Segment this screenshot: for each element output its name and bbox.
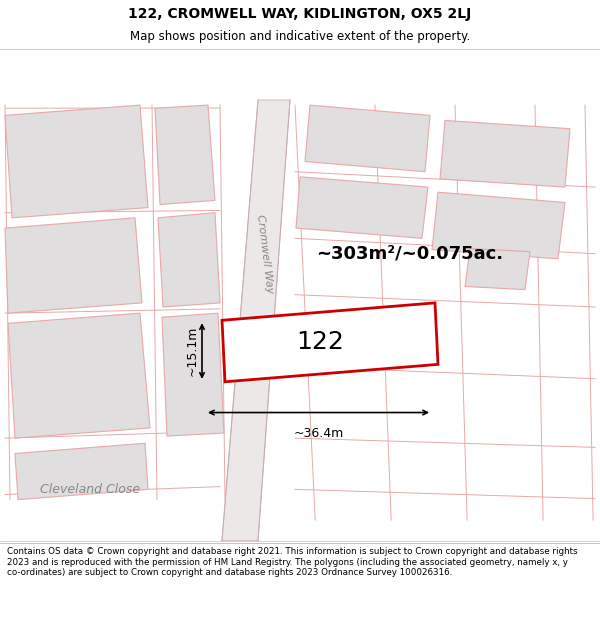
- Polygon shape: [158, 213, 220, 307]
- Polygon shape: [8, 313, 150, 438]
- Text: 122: 122: [296, 331, 344, 354]
- Polygon shape: [5, 218, 142, 313]
- Polygon shape: [296, 177, 428, 238]
- Text: ~303m²/~0.075ac.: ~303m²/~0.075ac.: [316, 245, 503, 262]
- Polygon shape: [222, 100, 290, 541]
- Polygon shape: [305, 105, 430, 172]
- Text: Map shows position and indicative extent of the property.: Map shows position and indicative extent…: [130, 30, 470, 43]
- Text: ~15.1m: ~15.1m: [186, 326, 199, 376]
- Text: Contains OS data © Crown copyright and database right 2021. This information is : Contains OS data © Crown copyright and d…: [7, 548, 578, 577]
- Polygon shape: [5, 105, 148, 218]
- Polygon shape: [155, 105, 215, 204]
- Text: Cleveland Close: Cleveland Close: [40, 483, 140, 496]
- Polygon shape: [15, 443, 148, 499]
- Polygon shape: [432, 192, 565, 259]
- Text: 122, CROMWELL WAY, KIDLINGTON, OX5 2LJ: 122, CROMWELL WAY, KIDLINGTON, OX5 2LJ: [128, 7, 472, 21]
- Text: Cromwell Way: Cromwell Way: [255, 214, 275, 294]
- Polygon shape: [162, 313, 224, 436]
- Text: ~36.4m: ~36.4m: [293, 427, 344, 440]
- Polygon shape: [465, 249, 530, 289]
- Polygon shape: [222, 303, 438, 382]
- Polygon shape: [440, 121, 570, 187]
